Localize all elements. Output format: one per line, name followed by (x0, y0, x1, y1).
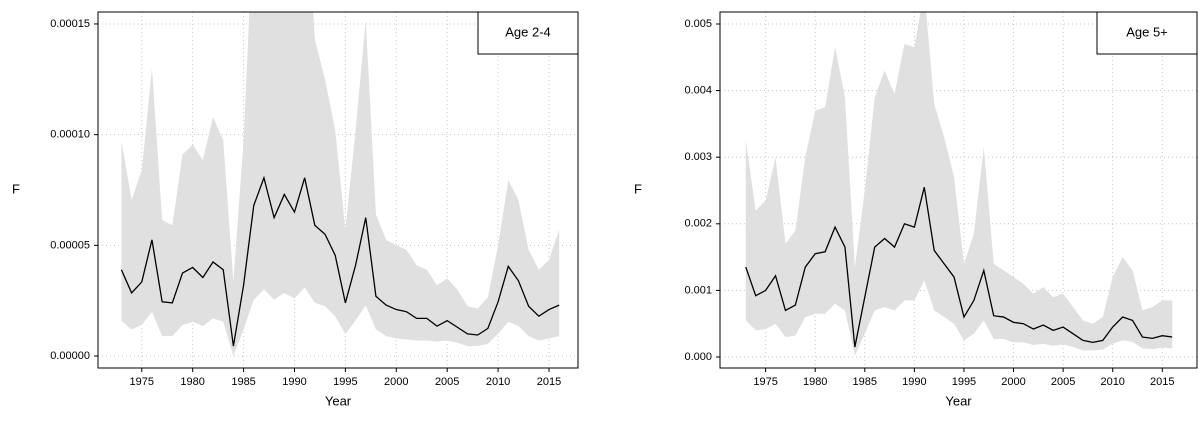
y-tick-label: 0.00010 (50, 129, 90, 141)
panel-label-box (477, 11, 579, 55)
y-tick-label: 0.001 (684, 284, 712, 296)
x-tick-label: 2000 (1001, 376, 1025, 388)
x-tick-label: 1990 (902, 376, 926, 388)
plot-frame (97, 11, 579, 369)
x-tick-label: 1975 (130, 376, 154, 388)
y-tick-label: 0.000 (684, 351, 712, 363)
panel: 1975 1980 1985 1990 1995 2000 2005 2010 2015 0.00… (12, 11, 579, 408)
x-tick-label: 2000 (384, 376, 408, 388)
x-tick-label: 1975 (753, 376, 777, 388)
y-tick-label: 0.00000 (50, 350, 90, 362)
confidence-band (121, 12, 560, 357)
x-tick-label: 2015 (1150, 376, 1174, 388)
x-tick-label: 1985 (231, 376, 255, 388)
y-tick-label: 0.004 (684, 84, 712, 96)
y-axis-label: F (634, 181, 642, 196)
estimate-line (120, 175, 560, 347)
x-axis-label: Year (945, 393, 972, 408)
x-tick-label: 2010 (486, 376, 510, 388)
x-tick-label: 2005 (1051, 376, 1075, 388)
plot-frame (719, 11, 1198, 369)
x-tick-label: 2015 (537, 376, 561, 388)
panel: 1975 1980 1985 1990 1995 2000 2005 2010 2015 0.00… (634, 11, 1198, 408)
y-tick-label: 0.003 (684, 151, 712, 163)
x-tick-label: 2005 (435, 376, 459, 388)
panel-label: Age 5+ (1126, 24, 1168, 39)
panel-label-box (1096, 11, 1198, 55)
x-tick-label: 1995 (333, 376, 357, 388)
y-tick-label: 0.002 (684, 218, 712, 230)
panel-label: Age 2-4 (505, 24, 551, 39)
x-tick-label: 1980 (180, 376, 204, 388)
y-tick-label: 0.00015 (50, 18, 90, 30)
x-axis-label: Year (325, 393, 352, 408)
confidence-band (745, 12, 1173, 356)
x-tick-label: 2010 (1100, 376, 1124, 388)
x-tick-label: 1980 (803, 376, 827, 388)
x-tick-label: 1990 (282, 376, 306, 388)
y-axis-label: F (12, 181, 20, 196)
estimate-line (745, 187, 1173, 348)
y-tick-label: 0.00005 (50, 239, 90, 251)
y-tick-label: 0.005 (684, 18, 712, 30)
x-tick-label: 1985 (853, 376, 877, 388)
x-tick-label: 1995 (952, 376, 976, 388)
